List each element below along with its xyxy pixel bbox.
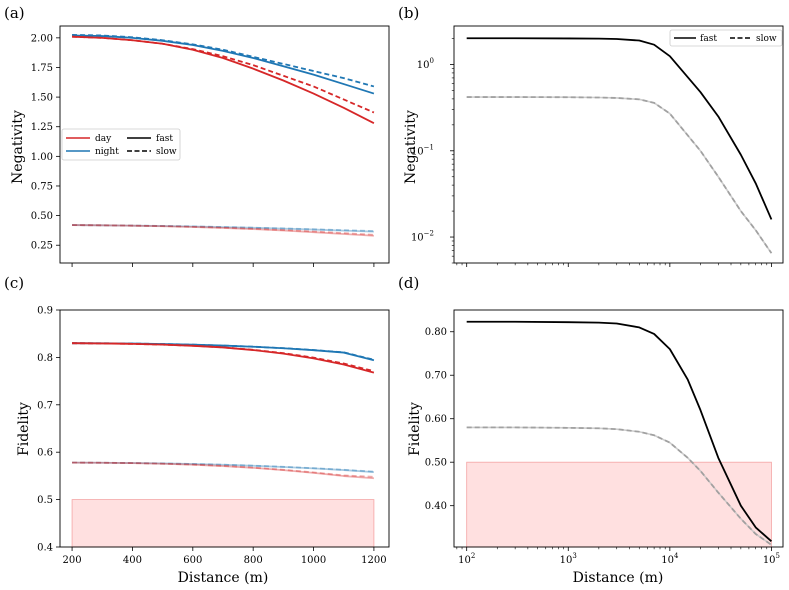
- ytick-label-a-6: 1.75: [31, 63, 53, 74]
- xtick-label-c-3: 800: [244, 555, 263, 566]
- series-b-slow-underlay: [466, 96, 773, 254]
- series-c-day-slow-low: [72, 461, 374, 478]
- xlabel-c: Distance (m): [178, 570, 269, 586]
- xtick-label-c-2: 600: [183, 555, 202, 566]
- xtick-label-c-1: 400: [123, 555, 142, 566]
- ytick-label-a-0: 0.25: [31, 241, 53, 252]
- ytick-label-d-0: 0.40: [425, 501, 447, 512]
- series-c-night-slow-low: [72, 461, 374, 473]
- ytick-label-b-1: 10−1: [411, 143, 434, 157]
- series-a-night-slow: [72, 33, 375, 88]
- legend-b: fast slow: [669, 29, 783, 47]
- legend-b-fast-label: fast: [700, 34, 717, 44]
- ytick-exponent-b-1: −1: [424, 143, 434, 151]
- ytick-label-a-5: 1.50: [31, 93, 53, 104]
- legend-a-day-label: day: [95, 134, 112, 144]
- legend-a-box: [61, 128, 181, 161]
- legend-a-fast-label: fast: [156, 134, 173, 144]
- ytick-label-a-3: 1.00: [31, 152, 53, 163]
- ytick-label-b-0: 10−2: [411, 230, 434, 244]
- ytick-label-c-0: 0.4: [37, 543, 53, 554]
- ytick-label-c-5: 0.9: [37, 306, 53, 317]
- ytick-label-a-4: 1.25: [31, 122, 53, 133]
- axes-frame-a: [59, 25, 390, 264]
- xtick-exponent-d-3: 5: [776, 552, 780, 560]
- series-a-day-slow: [72, 35, 375, 114]
- ytick-label-c-2: 0.6: [37, 448, 53, 459]
- series-a-day-fast-low: [72, 224, 374, 237]
- series-b-slow: [466, 96, 773, 254]
- shaded-region-d: [466, 461, 772, 548]
- panel-label-b: (b): [398, 4, 419, 22]
- ytick-label-a-7: 2.00: [31, 33, 53, 44]
- series-c-day-fast-low: [72, 461, 374, 480]
- series-c-day-slow: [72, 342, 375, 373]
- panel-label-a: (a): [4, 4, 25, 22]
- ytick-label-c-1: 0.5: [37, 495, 53, 506]
- series-d-fast: [466, 320, 773, 543]
- legend-a-slow-label: slow: [156, 147, 177, 157]
- legend-b-slow-label: slow: [756, 34, 777, 44]
- xtick-label-c-4: 1000: [301, 555, 326, 566]
- series-d-slow: [466, 426, 772, 546]
- xtick-label-d-0: 102: [458, 552, 475, 566]
- xtick-label-c-0: 200: [63, 555, 82, 566]
- ylabel-a: Negativity: [10, 110, 26, 184]
- xlabel-d: Distance (m): [573, 570, 664, 586]
- panel-label-c: (c): [4, 274, 24, 292]
- ytick-label-d-4: 0.80: [425, 327, 447, 338]
- ytick-label-d-1: 0.50: [425, 458, 447, 469]
- ytick-label-d-3: 0.70: [425, 371, 447, 382]
- series-a-night-fast-low: [72, 224, 374, 233]
- series-a-night-slow-low: [72, 224, 374, 232]
- series-a-day-slow-low: [72, 224, 374, 236]
- shaded-region-c: [71, 499, 375, 548]
- ytick-exponent-b-2: 0: [430, 57, 434, 65]
- series-c-day-fast: [72, 342, 375, 374]
- xtick-exponent-d-0: 2: [471, 552, 475, 560]
- axes-frame-c: [59, 309, 390, 548]
- xtick-exponent-d-2: 4: [674, 552, 679, 560]
- axes-frame-d: [453, 309, 784, 548]
- axes-frame-b: [453, 25, 784, 264]
- series-b-fast: [466, 37, 773, 220]
- ytick-label-b-2: 100: [417, 57, 434, 71]
- legend-a-night-label: night: [95, 147, 119, 157]
- ylabel-b: Negativity: [403, 110, 419, 184]
- xtick-label-d-3: 105: [763, 552, 780, 566]
- xtick-label-d-1: 103: [560, 552, 577, 566]
- series-a-night-fast: [72, 34, 375, 95]
- legend-b-box: [669, 29, 783, 47]
- xtick-exponent-d-1: 3: [572, 552, 576, 560]
- ylabel-d: Fidelity: [407, 402, 423, 456]
- series-c-night-fast-low: [72, 461, 374, 474]
- ytick-label-a-1: 0.50: [31, 211, 53, 222]
- ytick-exponent-b-0: −2: [424, 230, 434, 238]
- xtick-label-d-2: 104: [661, 552, 679, 566]
- ytick-label-c-3: 0.7: [37, 400, 53, 411]
- ytick-label-a-2: 0.75: [31, 181, 53, 192]
- panel-label-d: (d): [398, 274, 419, 292]
- ytick-label-c-4: 0.8: [37, 353, 53, 364]
- ytick-label-d-2: 0.60: [425, 414, 447, 425]
- legend-a: day night fast slow: [61, 128, 181, 161]
- ylabel-c: Fidelity: [16, 402, 32, 456]
- xtick-label-c-5: 1200: [361, 555, 386, 566]
